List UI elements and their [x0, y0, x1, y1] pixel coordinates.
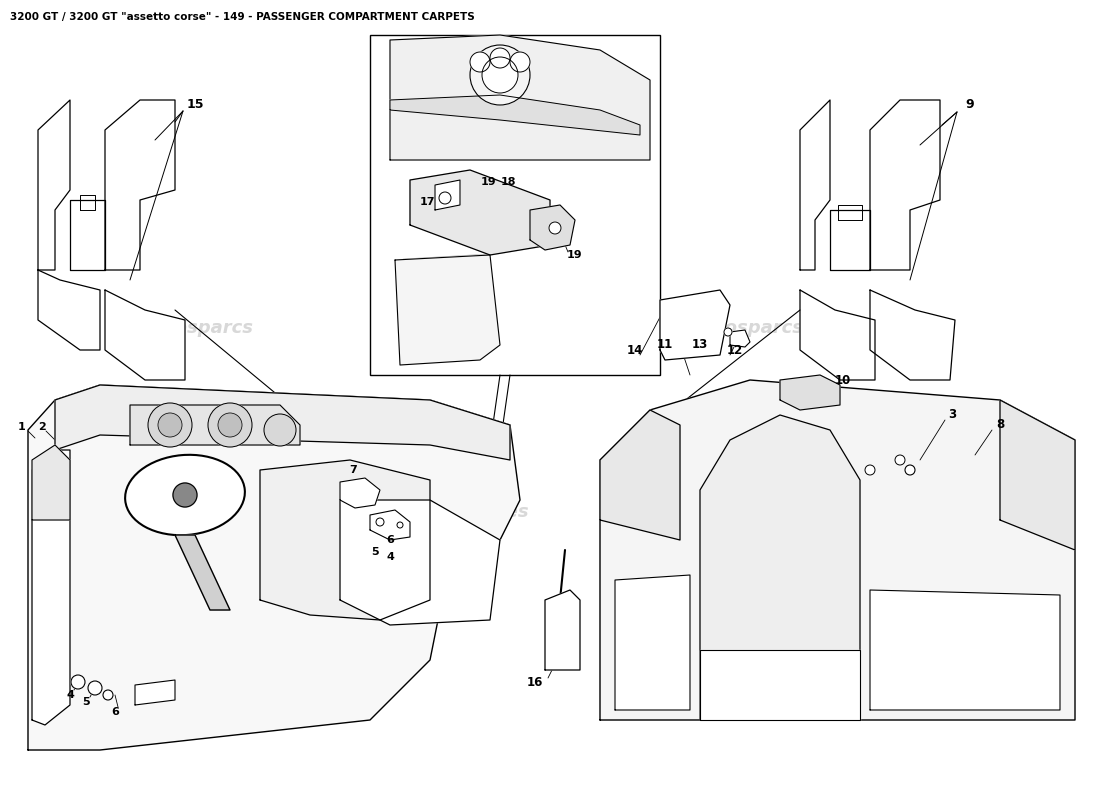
Circle shape [148, 403, 192, 447]
Polygon shape [395, 255, 500, 365]
Text: 9: 9 [966, 98, 975, 111]
Text: 16: 16 [527, 675, 543, 689]
Polygon shape [39, 270, 100, 350]
Polygon shape [340, 478, 379, 508]
Text: autosparcs: autosparcs [142, 319, 254, 337]
Circle shape [439, 192, 451, 204]
Polygon shape [800, 100, 830, 270]
Circle shape [72, 675, 85, 689]
Polygon shape [838, 205, 862, 220]
Text: 3: 3 [948, 409, 956, 422]
Text: autosparcs: autosparcs [692, 503, 804, 521]
Circle shape [218, 413, 242, 437]
Text: 11: 11 [657, 338, 673, 351]
Polygon shape [370, 510, 410, 540]
Circle shape [490, 48, 510, 68]
Circle shape [88, 681, 102, 695]
Polygon shape [70, 200, 104, 270]
Polygon shape [104, 290, 185, 380]
Text: 8: 8 [996, 418, 1004, 431]
Polygon shape [55, 385, 510, 460]
Circle shape [482, 57, 518, 93]
Text: 19: 19 [568, 250, 583, 260]
Polygon shape [130, 405, 300, 445]
Circle shape [905, 465, 915, 475]
Text: 6: 6 [386, 535, 394, 545]
Polygon shape [32, 450, 70, 725]
Circle shape [264, 414, 296, 446]
Polygon shape [260, 460, 430, 620]
Polygon shape [28, 385, 520, 750]
Text: 5: 5 [371, 547, 378, 557]
Polygon shape [830, 210, 870, 270]
Circle shape [208, 403, 252, 447]
Circle shape [724, 328, 732, 336]
Circle shape [397, 522, 403, 528]
Circle shape [158, 413, 182, 437]
Polygon shape [1000, 400, 1075, 550]
Polygon shape [870, 100, 940, 270]
Text: 1: 1 [18, 422, 26, 432]
Text: 7: 7 [349, 465, 356, 475]
Polygon shape [730, 330, 750, 347]
Polygon shape [104, 100, 175, 270]
Polygon shape [39, 100, 70, 270]
Polygon shape [870, 290, 955, 380]
Text: 15: 15 [186, 98, 204, 111]
Polygon shape [32, 445, 70, 520]
Circle shape [865, 465, 874, 475]
Polygon shape [800, 290, 874, 380]
Polygon shape [780, 375, 840, 410]
Polygon shape [615, 575, 690, 710]
Circle shape [470, 45, 530, 105]
Polygon shape [530, 205, 575, 250]
Circle shape [470, 52, 490, 72]
Text: 18: 18 [500, 177, 516, 187]
Text: 2: 2 [39, 422, 46, 432]
Polygon shape [390, 35, 650, 160]
Text: 10: 10 [835, 374, 851, 386]
Polygon shape [434, 180, 460, 210]
Text: autosparcs: autosparcs [692, 319, 804, 337]
Circle shape [895, 455, 905, 465]
Text: 4: 4 [66, 690, 74, 700]
Text: 5: 5 [82, 697, 90, 707]
Polygon shape [700, 415, 860, 720]
Polygon shape [700, 650, 860, 720]
Text: 13: 13 [692, 338, 708, 351]
Polygon shape [390, 95, 640, 135]
Bar [370, 35, 660, 375]
Text: 3200 GT / 3200 GT "assetto corse" - 149 - PASSENGER COMPARTMENT CARPETS: 3200 GT / 3200 GT "assetto corse" - 149 … [10, 12, 475, 22]
Polygon shape [544, 590, 580, 670]
Polygon shape [175, 535, 230, 610]
Polygon shape [600, 410, 680, 540]
Polygon shape [340, 500, 500, 625]
Ellipse shape [125, 455, 245, 535]
Circle shape [376, 518, 384, 526]
Text: 17: 17 [419, 197, 435, 207]
Polygon shape [410, 170, 550, 255]
Circle shape [173, 483, 197, 507]
Text: autospares: autospares [416, 503, 530, 521]
Polygon shape [660, 290, 730, 360]
Text: 12: 12 [727, 343, 744, 357]
Circle shape [510, 52, 530, 72]
Text: autospares: autospares [416, 319, 530, 337]
Polygon shape [135, 680, 175, 705]
Polygon shape [870, 590, 1060, 710]
Polygon shape [80, 195, 95, 210]
Text: 6: 6 [111, 707, 119, 717]
Text: 14: 14 [627, 343, 644, 357]
Circle shape [549, 222, 561, 234]
Text: autosparcs: autosparcs [142, 503, 254, 521]
Text: 4: 4 [386, 552, 394, 562]
Polygon shape [600, 380, 1075, 720]
Text: 19: 19 [481, 177, 496, 187]
Circle shape [103, 690, 113, 700]
